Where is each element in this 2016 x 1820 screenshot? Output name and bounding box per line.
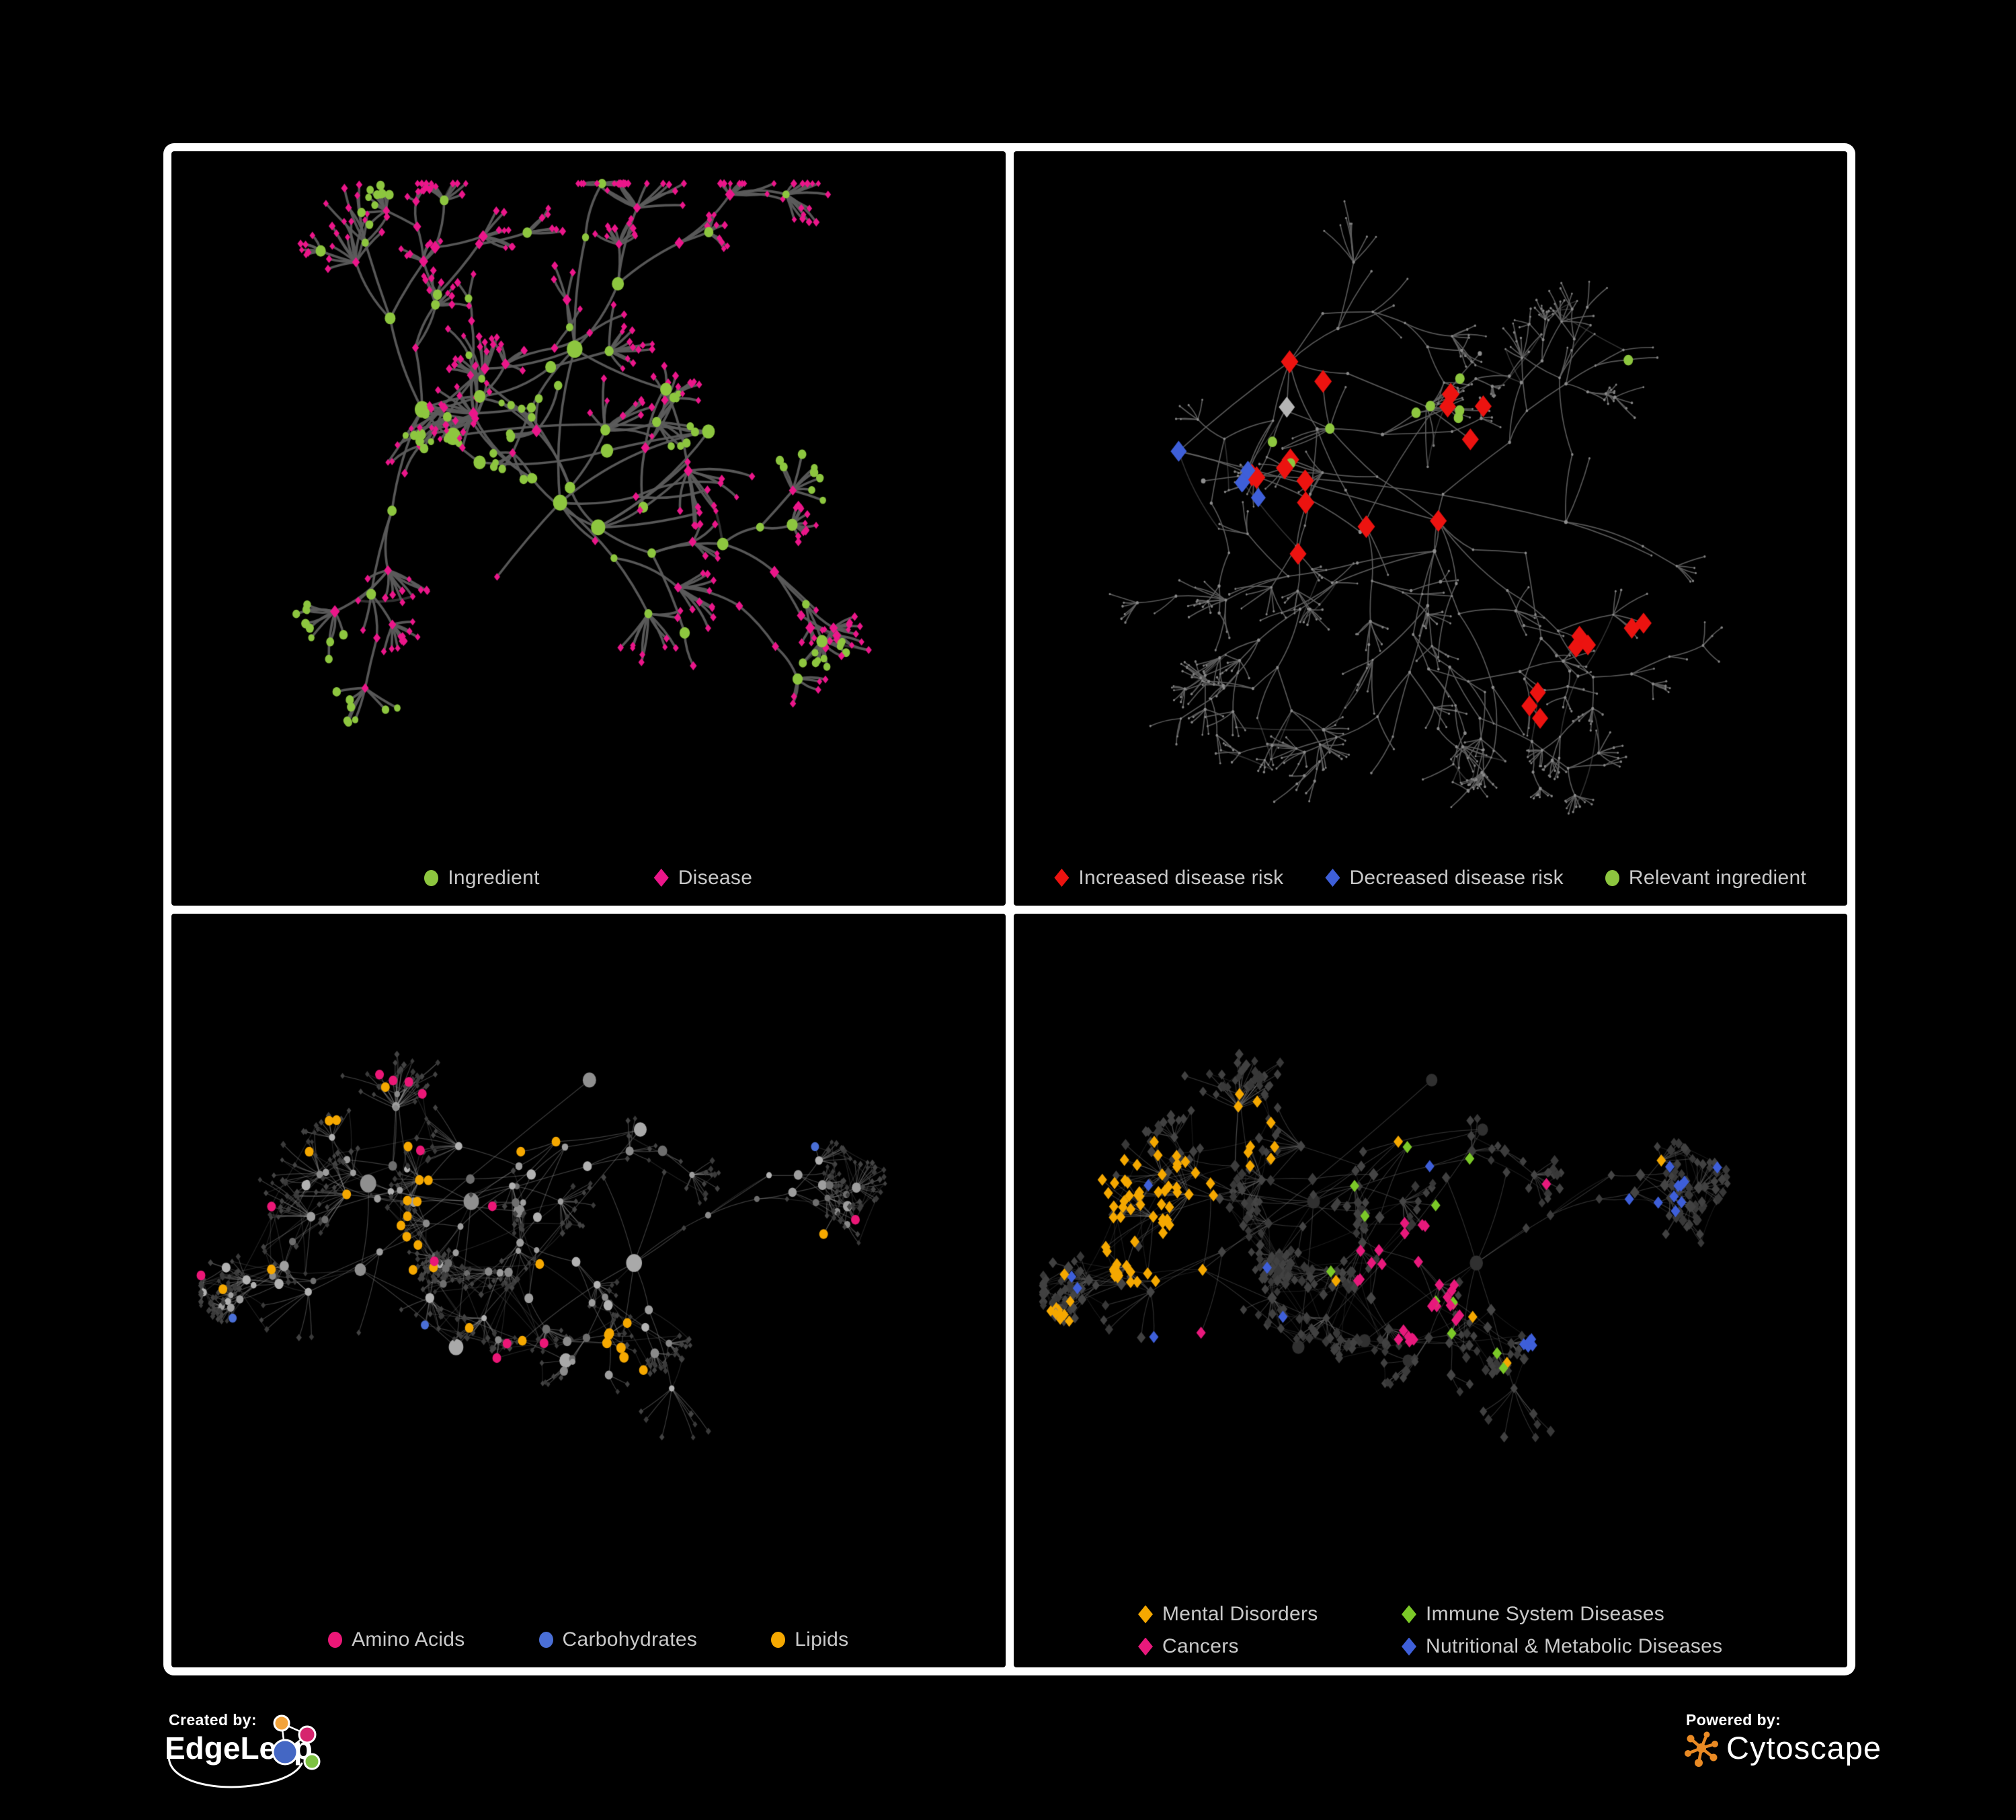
circle-marker-icon — [1605, 869, 1619, 886]
legend-item-relevant-ingredient: Relevant ingredient — [1605, 867, 1806, 889]
legend-label: Disease — [678, 866, 753, 889]
network-ingredient-disease[interactable] — [171, 151, 1006, 842]
edgeleap-blue-node — [272, 1739, 298, 1766]
legend-item-cancers: Cancers — [1138, 1635, 1402, 1658]
legend-item-disease: Disease — [653, 866, 753, 889]
legend-ingredient-disease: Ingredient Disease — [171, 867, 1006, 889]
created-by-block: Created by: EdgeLeap — [163, 1711, 392, 1815]
legend-label: Lipids — [795, 1628, 849, 1651]
diamond-marker-icon — [1138, 1605, 1154, 1624]
panel-disease-classes: Mental Disorders Immune System Diseases Ca… — [1013, 913, 1848, 1667]
legend-label: Carbohydrates — [562, 1628, 698, 1651]
legend-label: Mental Disorders — [1162, 1603, 1318, 1625]
legend-nutrient-classes: Amino Acids Carbohydrates Lipids — [171, 1628, 1006, 1651]
legend-item-amino-acids: Amino Acids — [328, 1628, 465, 1651]
legend-label: Ingredient — [448, 866, 540, 889]
edgeleap-swoosh — [167, 1750, 303, 1788]
panel-disease-risk: Increased disease risk Decreased disease … — [1013, 151, 1848, 906]
circle-marker-icon — [538, 1632, 553, 1648]
legend-label: Decreased disease risk — [1349, 866, 1564, 889]
legend-item-ingredient: Ingredient — [424, 867, 539, 889]
legend-item-carbohydrates: Carbohydrates — [538, 1628, 698, 1651]
panel-ingredient-disease: Ingredient Disease — [171, 151, 1006, 906]
circle-marker-icon — [328, 1632, 343, 1648]
legend-label: Increased disease risk — [1078, 866, 1284, 889]
powered-by-block: Powered by: Cytoscape — [1681, 1711, 1976, 1805]
circle-marker-icon — [424, 869, 439, 886]
panel-grid: Ingredient Disease Increased disease risk… — [163, 143, 1855, 1675]
diamond-marker-icon — [1138, 1637, 1154, 1656]
circle-marker-icon — [771, 1632, 786, 1648]
legend-disease-risk: Increased disease risk Decreased disease … — [1014, 867, 1848, 889]
powered-by-label: Powered by: — [1686, 1711, 1781, 1729]
panel-nutrient-classes: Amino Acids Carbohydrates Lipids — [171, 913, 1006, 1667]
legend-item-immune-system-diseases: Immune System Diseases — [1402, 1603, 1722, 1626]
cytoscape-logo-icon — [1685, 1731, 1718, 1767]
diamond-marker-icon — [1325, 869, 1340, 887]
diamond-marker-icon — [653, 869, 669, 887]
legend-item-decreased-disease-risk: Decreased disease risk — [1325, 866, 1564, 889]
legend-label: Immune System Diseases — [1426, 1603, 1665, 1625]
legend-label: Relevant ingredient — [1628, 866, 1807, 889]
edgeleap-green-node — [303, 1753, 321, 1770]
network-nutrient-classes[interactable] — [171, 913, 1006, 1604]
legend-item-lipids: Lipids — [771, 1628, 848, 1651]
edgeleap-orange-node — [273, 1714, 290, 1732]
cytoscape-brand: Cytoscape — [1726, 1730, 1882, 1766]
edgeleap-logo-icon — [167, 1714, 321, 1788]
diamond-marker-icon — [1402, 1605, 1417, 1624]
created-by-label: Created by: — [169, 1711, 257, 1729]
legend-disease-classes: Mental Disorders Immune System Diseases Ca… — [1014, 1603, 1848, 1658]
edgeleap-pink-node — [298, 1725, 317, 1744]
legend-label: Amino Acids — [352, 1628, 465, 1651]
network-disease-risk[interactable] — [1013, 151, 1847, 842]
diamond-marker-icon — [1402, 1637, 1417, 1656]
legend-item-mental-disorders: Mental Disorders — [1138, 1603, 1402, 1626]
diamond-marker-icon — [1054, 869, 1070, 887]
legend-label: Cancers — [1162, 1635, 1239, 1657]
legend-item-increased-disease-risk: Increased disease risk — [1054, 867, 1283, 889]
legend-label: Nutritional & Metabolic Diseases — [1426, 1635, 1723, 1657]
legend-item-nutritional-metabolic-diseases: Nutritional & Metabolic Diseases — [1402, 1635, 1722, 1658]
network-disease-classes[interactable] — [1013, 913, 1847, 1604]
